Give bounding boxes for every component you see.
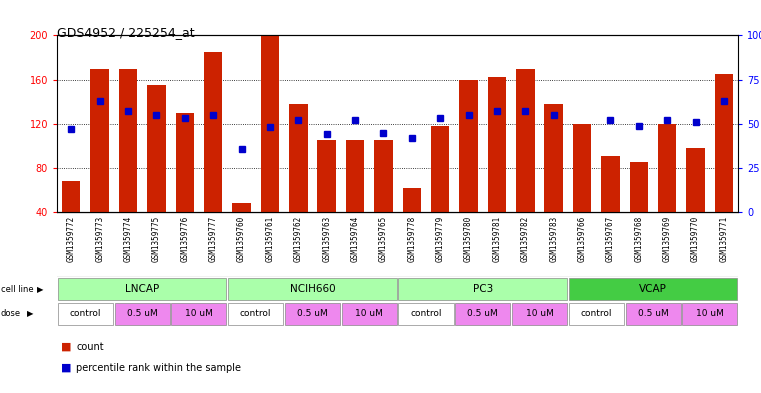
Bar [455,303,511,325]
Bar [715,74,733,212]
Text: ▶: ▶ [37,285,43,294]
Bar [399,303,454,325]
Text: ■: ■ [61,363,72,373]
Bar [516,68,534,212]
Bar [176,113,194,212]
Text: LNCAP: LNCAP [125,284,159,294]
Text: 10 uM: 10 uM [526,309,553,318]
Text: 10 uM: 10 uM [185,309,213,318]
Text: GSM1359782: GSM1359782 [521,215,530,262]
Bar [342,303,396,325]
Text: dose: dose [1,309,21,318]
Text: control: control [70,309,101,318]
Text: control: control [581,309,612,318]
Bar [317,140,336,212]
Text: GSM1359766: GSM1359766 [578,215,587,262]
Bar [232,204,251,212]
Bar [403,188,421,212]
Text: cell line: cell line [1,285,33,294]
Text: GSM1359761: GSM1359761 [266,215,275,262]
Text: 0.5 uM: 0.5 uM [297,309,328,318]
Bar [58,303,113,325]
Bar [147,85,166,212]
Text: GSM1359775: GSM1359775 [152,215,161,262]
Bar [115,303,170,325]
Text: GSM1359783: GSM1359783 [549,215,559,262]
Bar [683,303,737,325]
Text: 0.5 uM: 0.5 uM [127,309,158,318]
Text: GSM1359779: GSM1359779 [436,215,444,262]
Bar [171,303,227,325]
Text: 0.5 uM: 0.5 uM [638,309,668,318]
Text: GSM1359781: GSM1359781 [492,215,501,262]
Bar [261,35,279,212]
Bar [460,79,478,212]
Bar [431,126,450,212]
Bar [573,124,591,212]
Bar [58,278,227,300]
Text: GSM1359767: GSM1359767 [606,215,615,262]
Bar [374,140,393,212]
Bar [686,148,705,212]
Bar [91,68,109,212]
Text: ▶: ▶ [27,309,34,318]
Text: GSM1359765: GSM1359765 [379,215,388,262]
Text: GSM1359777: GSM1359777 [209,215,218,262]
Bar [658,124,677,212]
Text: GSM1359763: GSM1359763 [322,215,331,262]
Text: 10 uM: 10 uM [696,309,724,318]
Bar [62,181,81,212]
Text: percentile rank within the sample: percentile rank within the sample [76,363,241,373]
Text: GSM1359778: GSM1359778 [407,215,416,262]
Text: 0.5 uM: 0.5 uM [467,309,498,318]
Text: GSM1359760: GSM1359760 [237,215,246,262]
Text: 10 uM: 10 uM [355,309,384,318]
Bar [345,140,365,212]
Text: GSM1359770: GSM1359770 [691,215,700,262]
Text: GSM1359780: GSM1359780 [464,215,473,262]
Bar [399,278,567,300]
Bar [512,303,567,325]
Bar [568,303,624,325]
Text: GSM1359771: GSM1359771 [719,215,728,262]
Bar [119,68,137,212]
Text: PC3: PC3 [473,284,493,294]
Bar [601,156,619,212]
Bar [626,303,680,325]
Bar [285,303,340,325]
Text: GSM1359762: GSM1359762 [294,215,303,262]
Bar [488,77,506,212]
Bar [204,52,222,212]
Text: control: control [410,309,441,318]
Text: GSM1359773: GSM1359773 [95,215,104,262]
Bar [629,162,648,212]
Text: ■: ■ [61,342,72,351]
Text: GDS4952 / 225254_at: GDS4952 / 225254_at [57,26,195,39]
Text: count: count [76,342,103,351]
Text: GSM1359769: GSM1359769 [663,215,672,262]
Text: VCAP: VCAP [639,284,667,294]
Bar [544,104,563,212]
Text: GSM1359768: GSM1359768 [635,215,643,262]
Bar [568,278,737,300]
Text: NCIH660: NCIH660 [290,284,336,294]
Text: GSM1359764: GSM1359764 [351,215,359,262]
Text: GSM1359774: GSM1359774 [123,215,132,262]
Bar [289,104,307,212]
Bar [228,303,283,325]
Text: GSM1359776: GSM1359776 [180,215,189,262]
Bar [228,278,396,300]
Text: control: control [240,309,272,318]
Text: GSM1359772: GSM1359772 [67,215,76,262]
